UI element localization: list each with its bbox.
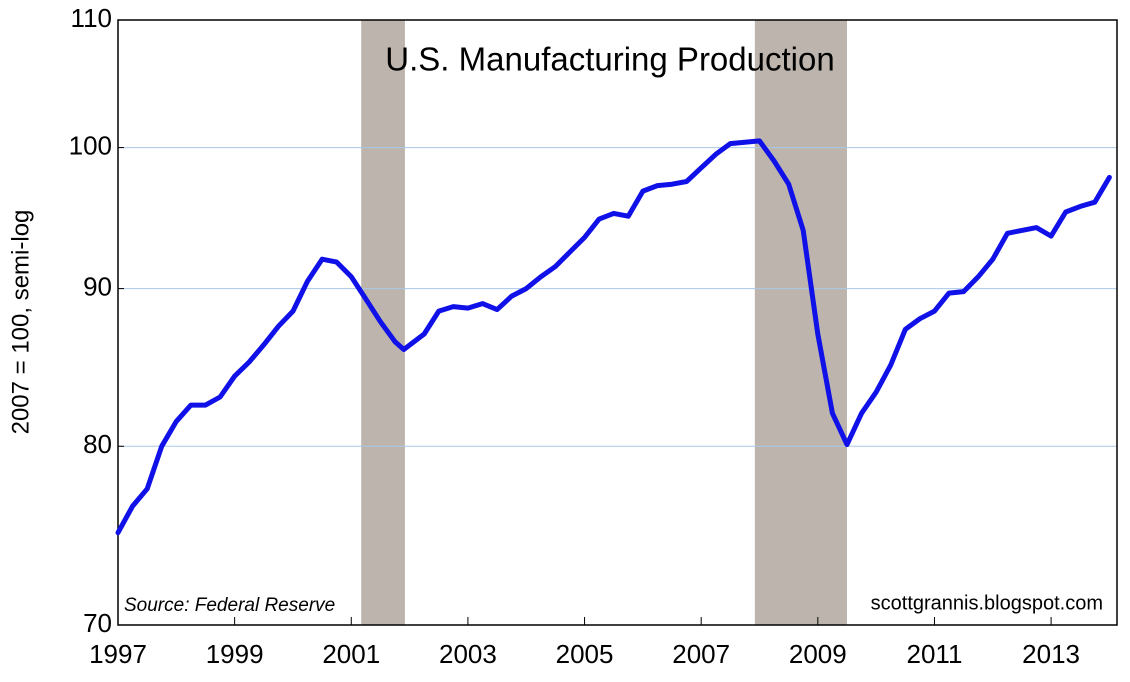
x-tick-label: 2011 bbox=[907, 639, 963, 669]
y-tick-label: 100 bbox=[69, 130, 112, 160]
y-tick-label: 90 bbox=[83, 271, 112, 301]
y-axis-label: 2007 = 100, semi-log bbox=[7, 210, 34, 435]
chart-title: U.S. Manufacturing Production bbox=[385, 41, 834, 78]
y-tick-label: 80 bbox=[83, 429, 112, 459]
watermark: scottgrannis.blogspot.com bbox=[871, 592, 1103, 614]
source-note: Source: Federal Reserve bbox=[124, 595, 335, 616]
x-tick-label: 2013 bbox=[1022, 639, 1080, 669]
x-tick-label: 2005 bbox=[556, 639, 614, 669]
data-line bbox=[115, 138, 1112, 536]
shaded-period bbox=[754, 20, 847, 625]
x-tick-label: 2003 bbox=[439, 639, 497, 669]
y-tick-label: 110 bbox=[71, 3, 112, 33]
x-tick-label: 1997 bbox=[89, 639, 147, 669]
x-tick-label: 2001 bbox=[322, 639, 380, 669]
x-tick-label: 2007 bbox=[672, 639, 730, 669]
x-tick-label: 1999 bbox=[206, 639, 264, 669]
y-tick-label: 70 bbox=[83, 608, 112, 638]
x-tick-label: 2009 bbox=[789, 639, 847, 669]
plot-frame bbox=[117, 19, 1118, 626]
